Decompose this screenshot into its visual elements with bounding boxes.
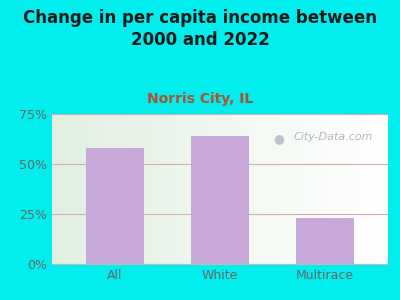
Bar: [86, 148, 144, 264]
Text: ●: ●: [274, 132, 285, 145]
Text: Change in per capita income between
2000 and 2022: Change in per capita income between 2000…: [23, 9, 377, 49]
Bar: [296, 218, 354, 264]
Text: City-Data.com: City-Data.com: [294, 132, 374, 142]
Bar: [191, 136, 249, 264]
Text: Norris City, IL: Norris City, IL: [147, 92, 253, 106]
